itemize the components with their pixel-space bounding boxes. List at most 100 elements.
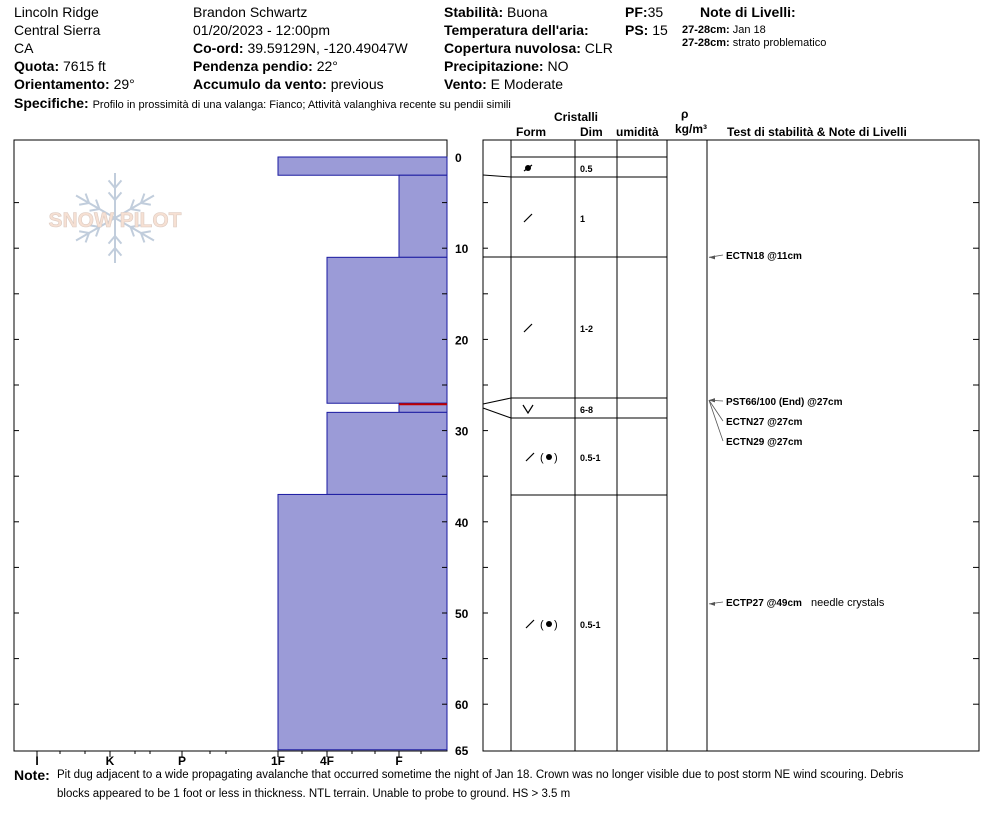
stability-value: Buona [507, 4, 548, 20]
layer-note-2: 27-28cm: strato problematico [682, 37, 826, 50]
layer-size-3: 6-8 [580, 405, 593, 415]
layer-note-1: 27-28cm: Jan 18 [682, 24, 766, 37]
test-label-3: ECTN29 @27cm [726, 437, 803, 448]
slope: Pendenza pendio: 22° [193, 58, 338, 74]
layer-form-2 [523, 323, 533, 333]
wind-load-label: Accumulo da vento: [193, 76, 327, 92]
svg-text:(: ( [540, 619, 544, 631]
aspect: Orientamento: 29° [14, 76, 135, 92]
svg-text:): ) [554, 619, 558, 631]
depth-label-60: 60 [455, 698, 469, 712]
layer-size-5: 0.5-1 [580, 620, 601, 630]
elevation: Quota: 7615 ft [14, 58, 106, 74]
pf-value: 35 [647, 4, 664, 20]
layer-form-4: () [525, 452, 558, 464]
hardness-bar-0 [277, 156, 448, 176]
note-line-1: Pit dug adjacent to a wide propagating a… [57, 769, 904, 781]
snowpilot-logo: SNOW PILOT [48, 173, 182, 263]
hardness-bar-1 [398, 174, 448, 258]
coord-value: 39.59129N, -120.49047W [247, 40, 408, 56]
layer-note-2-text: strato problematico [732, 37, 827, 49]
layer-connector-2 [482, 397, 512, 405]
svg-text:(: ( [540, 452, 544, 464]
stability: Stabilità: Buona [444, 4, 548, 20]
specifics-label: Specifiche: [14, 95, 89, 111]
state-name: CA [14, 40, 34, 56]
coordinates: Co-ord: 39.59129N, -120.49047W [193, 40, 408, 56]
wind-loading: Accumulo da vento: previous [193, 76, 384, 92]
layer-form-3 [522, 404, 534, 415]
hardness-label-4: 4F [320, 754, 334, 768]
elevation-value: 7615 ft [63, 58, 106, 74]
test-label-1: PST66/100 (End) @27cm [726, 397, 843, 408]
layer-notes-title: Note di Livelli: [700, 4, 796, 20]
hardness-bar-2 [326, 256, 448, 404]
observer-name: Brandon Schwartz [193, 4, 308, 20]
test-leader-2 [708, 400, 724, 422]
ps-label: PS: [625, 22, 649, 38]
layers-panel [482, 139, 980, 752]
hardness-label-0: I [35, 754, 38, 768]
cloud-value: CLR [584, 40, 613, 56]
density-header: kg/m³ [675, 122, 708, 136]
depth-label-20: 20 [455, 333, 469, 347]
layer-connector-0 [482, 174, 512, 178]
rho-header: ρ [681, 107, 689, 121]
layer-size-2: 1-2 [580, 324, 593, 334]
depth-label-30: 30 [455, 425, 469, 439]
stability-label: Stabilità: [444, 4, 504, 20]
aspect-value: 29° [113, 76, 135, 92]
logo-text: SNOW PILOT [49, 209, 182, 232]
pf: PF:35 [625, 4, 663, 20]
hardness-label-3: 1F [271, 754, 285, 768]
depth-label-50: 50 [455, 607, 469, 621]
test-arrow-3 [709, 398, 715, 403]
location-name: Lincoln Ridge [14, 4, 99, 20]
pf-label: PF: [625, 4, 648, 20]
cloud-cover: Copertura nuvolosa: CLR [444, 40, 613, 56]
wind-value: E Moderate [490, 76, 564, 92]
elevation-label: Quota: [14, 58, 60, 74]
depth-label-10: 10 [455, 242, 469, 256]
note-line-2: blocks appeared to be 1 foot or less in … [57, 788, 571, 800]
test-arrow-4 [709, 601, 715, 606]
slope-value: 22° [316, 58, 338, 74]
depth-label-65: 65 [455, 744, 469, 758]
depth-label-0: 0 [455, 151, 462, 165]
precipitation: Precipitazione: NO [444, 58, 568, 74]
region-name: Central Sierra [14, 22, 101, 38]
layer-form-5: () [525, 619, 558, 631]
hardness-bar-5 [277, 493, 448, 751]
layer-form-1 [523, 213, 533, 223]
test-leader-3 [708, 400, 724, 442]
cloud-label: Copertura nuvolosa: [444, 40, 581, 56]
precip-value: NO [547, 58, 569, 74]
precip-label: Precipitazione: [444, 58, 544, 74]
hardness-label-1: K [106, 754, 115, 768]
moisture-header: umidità [616, 125, 659, 139]
note-label: Note: [14, 767, 50, 783]
wind-load-value: previous [330, 76, 384, 92]
depth-label-40: 40 [455, 516, 469, 530]
layer-connector-3 [482, 407, 512, 419]
hardness-bar-4 [326, 411, 448, 495]
wind-label: Vento: [444, 76, 487, 92]
tests-header: Test di stabilità & Note di Livelli [727, 125, 907, 139]
wind: Vento: E Moderate [444, 76, 563, 92]
layer-note-2-range: 27-28cm: [682, 37, 730, 49]
test-arrow-0 [709, 255, 715, 260]
test-label-0: ECTN18 @11cm [726, 251, 802, 262]
layer-form-0 [523, 164, 533, 172]
size-header: Dim [580, 125, 603, 139]
slope-label: Pendenza pendio: [193, 58, 313, 74]
crystals-header: Cristalli [554, 110, 599, 124]
form-header: Form [516, 125, 546, 139]
specifics-value: Profilo in prossimità di una valanga: Fi… [92, 99, 511, 111]
layer-size-0: 0.5 [580, 164, 593, 174]
test-note-4: needle crystals [811, 597, 885, 609]
svg-text:): ) [554, 452, 558, 464]
hardness-label-2: P [178, 754, 186, 768]
ps-value: 15 [652, 22, 668, 38]
air-temp-label: Temperatura dell'aria: [444, 22, 589, 38]
test-label-4: ECTP27 @49cm [726, 598, 802, 609]
